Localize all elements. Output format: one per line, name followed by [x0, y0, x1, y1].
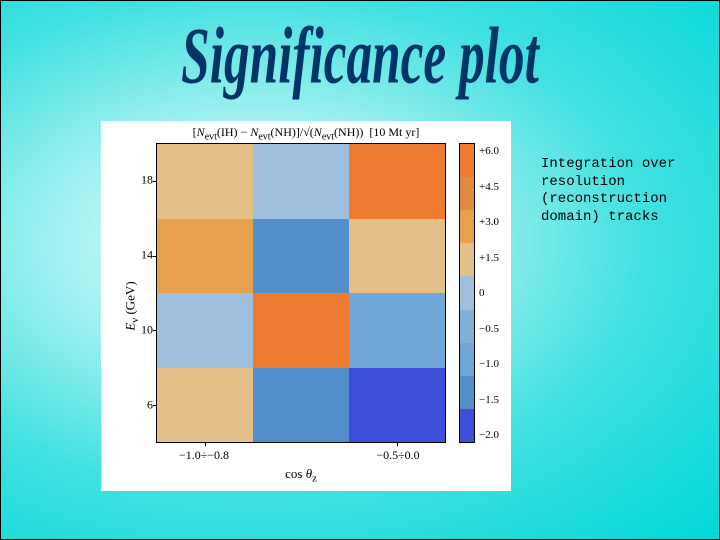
heatmap-cell	[349, 219, 445, 294]
ytick-label: 18	[131, 173, 153, 188]
colorbar-segment	[460, 177, 474, 210]
xtick-label: −1.0÷−0.8	[179, 448, 229, 463]
heatmap-cell	[157, 144, 253, 219]
ytick-mark	[153, 405, 157, 406]
colorbar-segment	[460, 276, 474, 309]
colorbar-segment	[460, 376, 474, 409]
heatmap-grid	[157, 144, 445, 442]
x-axis-label: cos θz	[156, 466, 446, 485]
colorbar-tick-label: −2.0	[479, 429, 499, 441]
heatmap-cell	[253, 293, 349, 368]
heatmap-cell	[349, 293, 445, 368]
colorbar-segment	[460, 310, 474, 343]
heatmap-cell	[157, 368, 253, 443]
xtick-mark	[205, 442, 206, 446]
ytick-mark	[153, 330, 157, 331]
colorbar-tick-label: −1.5	[479, 394, 499, 406]
colorbar-tick-label: +3.0	[479, 216, 499, 228]
ytick-label: 6	[131, 398, 153, 413]
slide-title: Significance plot	[181, 9, 539, 102]
heatmap-cell	[253, 219, 349, 294]
heatmap-cell	[253, 144, 349, 219]
heatmap-cell	[349, 368, 445, 443]
heatmap-cell	[157, 219, 253, 294]
heatmap-cell	[349, 144, 445, 219]
ytick-label: 14	[131, 248, 153, 263]
colorbar-segment	[460, 144, 474, 177]
colorbar-tick-label: −0.5	[479, 323, 499, 335]
xtick-label: −0.5÷0.0	[376, 448, 419, 463]
colorbar-tick-label: +1.5	[479, 252, 499, 264]
chart-title: [Nevt(IH) − Nevt(NH)]/√(Nevt(NH)) [10 Mt…	[101, 125, 511, 142]
colorbar-tick-label: +4.5	[479, 181, 499, 193]
plot-area	[156, 143, 446, 443]
colorbar	[459, 143, 475, 443]
heatmap-cell	[253, 368, 349, 443]
colorbar-segment	[460, 409, 474, 442]
ytick-mark	[153, 256, 157, 257]
xtick-mark	[397, 442, 398, 446]
colorbar-tick-label: 0	[479, 287, 485, 299]
colorbar-tick-label: +6.0	[479, 145, 499, 157]
ytick-label: 10	[131, 323, 153, 338]
colorbar-segment	[460, 343, 474, 376]
colorbar-segment	[460, 243, 474, 276]
annotation-text: Integration over resolution (reconstruct…	[541, 156, 701, 226]
ytick-mark	[153, 181, 157, 182]
significance-heatmap: [Nevt(IH) − Nevt(NH)]/√(Nevt(NH)) [10 Mt…	[101, 121, 511, 491]
heatmap-cell	[157, 293, 253, 368]
colorbar-tick-label: −1.0	[479, 358, 499, 370]
colorbar-segment	[460, 210, 474, 243]
